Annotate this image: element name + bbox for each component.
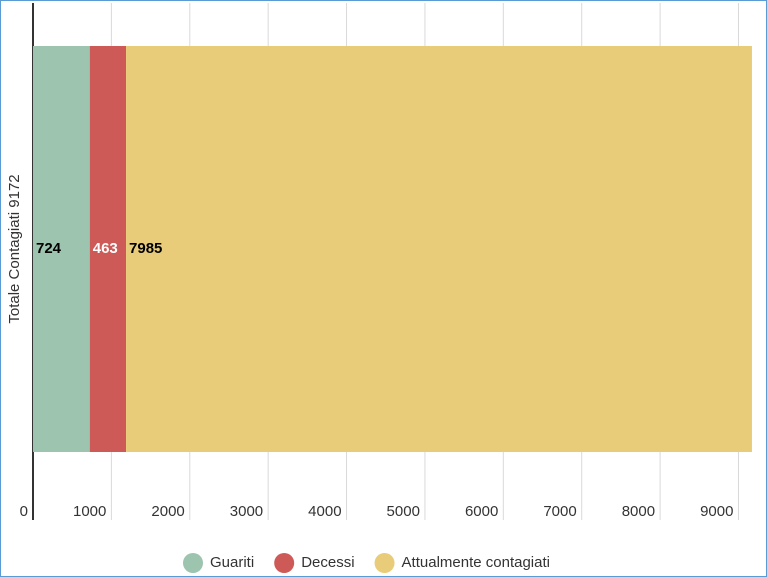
x-tick-label: 9000 — [700, 503, 733, 520]
legend-swatch — [183, 553, 203, 573]
bar-segment — [33, 46, 90, 452]
legend-swatch — [274, 553, 295, 573]
data-label: 463 — [93, 240, 118, 257]
x-tick-label: 4000 — [308, 503, 341, 520]
x-tick-label: 2000 — [151, 503, 184, 520]
bar-segment — [89, 46, 127, 452]
x-tick-label: 7000 — [543, 503, 576, 520]
bar-segment — [126, 46, 752, 452]
data-label: 7985 — [129, 240, 162, 257]
legend-label: Decessi — [301, 554, 354, 571]
x-tick-label: 6000 — [465, 503, 498, 520]
category-label: Totale Contagiati 9172 — [6, 174, 23, 323]
data-label: 724 — [36, 240, 62, 257]
legend-label: Attualmente contagiati — [402, 554, 550, 571]
x-tick-label: 8000 — [622, 503, 655, 520]
x-tick-label: 5000 — [387, 503, 420, 520]
x-tick-label: 1000 — [73, 503, 106, 520]
x-tick-label: 0 — [20, 503, 28, 520]
legend-swatch — [374, 553, 395, 573]
legend-label: Guariti — [210, 554, 254, 571]
x-tick-label: 3000 — [230, 503, 263, 520]
